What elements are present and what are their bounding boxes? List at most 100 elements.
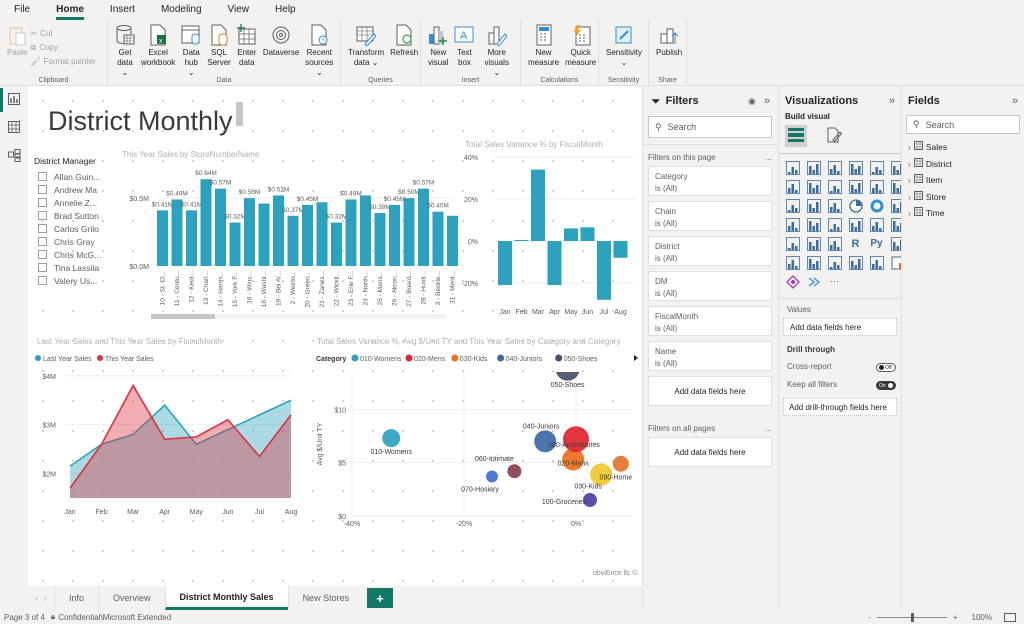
funnel-icon[interactable] (806, 198, 821, 213)
tab-info[interactable]: Info (54, 586, 98, 610)
field-table[interactable]: › Item (908, 172, 1024, 189)
menu-insert[interactable]: Insert (109, 4, 135, 15)
more-options-icon[interactable]: ... (765, 153, 772, 162)
slicer-item[interactable]: Valery Us... (38, 274, 101, 287)
model-view-button[interactable] (0, 142, 28, 170)
sensitivity-label[interactable]: Confidential\Microsoft Extended (58, 612, 172, 622)
fields-search-input[interactable]: ⚲ Search (906, 115, 1020, 134)
collapse-visualizations-icon[interactable]: » (888, 95, 895, 107)
clustered-column-icon[interactable] (848, 160, 863, 175)
slicer-item[interactable]: Brad Sutton (38, 209, 101, 222)
slicer-icon[interactable] (785, 236, 800, 251)
table-icon[interactable] (806, 236, 821, 251)
transform-data-button[interactable]: Transform data ⌄ (345, 22, 387, 86)
donut-icon[interactable] (869, 198, 884, 213)
collapse-fields-icon[interactable]: » (1011, 95, 1018, 107)
checkbox[interactable] (38, 172, 47, 181)
checkbox[interactable] (38, 263, 47, 272)
slicer-item[interactable]: Annelie Z... (38, 196, 101, 209)
scatter-icon[interactable] (827, 198, 842, 213)
filter-card[interactable]: Chain is (All) (648, 201, 772, 231)
slicer-item[interactable]: Andrew Ma (38, 183, 101, 196)
paginated-icon[interactable] (869, 255, 884, 270)
field-table[interactable]: › District (908, 156, 1024, 173)
more-options-icon[interactable]: ... (765, 424, 772, 433)
menu-view[interactable]: View (227, 4, 250, 15)
tab-overview[interactable]: Overview (98, 586, 165, 610)
fit-to-page-icon[interactable] (1004, 612, 1016, 622)
chevron-right-icon[interactable]: › (908, 158, 911, 169)
report-view-button[interactable] (0, 86, 28, 114)
excel-workbook-button[interactable]: x Excel workbook (138, 22, 178, 86)
sql-server-button[interactable]: SQL Server (204, 22, 234, 86)
values-drop-zone[interactable]: Add data fields here (783, 318, 897, 336)
decomposition-tree-icon[interactable] (785, 255, 800, 270)
filter-card[interactable]: Category is (All) (648, 166, 772, 196)
stacked-area-icon[interactable] (827, 179, 842, 194)
page-nav[interactable]: ‹ › (28, 586, 54, 610)
smart-narrative-icon[interactable] (827, 255, 842, 270)
checkbox[interactable] (38, 185, 47, 194)
field-table[interactable]: › Sales (908, 139, 1024, 156)
map-icon[interactable] (785, 217, 800, 232)
menu-modeling[interactable]: Modeling (160, 4, 202, 15)
chevron-right-icon[interactable]: › (908, 191, 911, 202)
get-data-button[interactable]: Get data ⌄ (112, 22, 138, 86)
build-visual-tab[interactable] (785, 125, 807, 147)
card-icon[interactable] (848, 217, 863, 232)
100-bar-icon[interactable] (869, 160, 884, 175)
dataverse-button[interactable]: Dataverse (260, 22, 302, 86)
line-column-icon[interactable] (848, 179, 863, 194)
checkbox[interactable] (38, 211, 47, 220)
recent-sources-button[interactable]: Recent sources ⌄ (302, 22, 336, 86)
cross-report-toggle[interactable]: Off (876, 363, 896, 372)
chevron-right-icon[interactable]: › (44, 593, 47, 603)
tab-district-monthly-sales[interactable]: District Monthly Sales (164, 586, 288, 610)
more-visuals-button[interactable]: More visuals ⌄ (477, 22, 516, 86)
power-bi-goals-icon[interactable] (806, 274, 821, 289)
filter-card[interactable]: Name is (All) (648, 341, 772, 371)
category-scatter-chart[interactable]: Category 010-Womens 020-Mens 030-Kids 040-Ju… (312, 348, 642, 528)
checkbox[interactable] (38, 276, 47, 285)
chevron-left-icon[interactable]: ‹ (35, 593, 38, 603)
text-scrollbar[interactable] (236, 102, 243, 126)
clustered-bar-icon[interactable] (827, 160, 842, 175)
sensitivity-button[interactable]: Sensitivity ⌄ (603, 22, 645, 86)
menu-file[interactable]: File (14, 4, 31, 15)
more-icon[interactable]: ··· (829, 276, 840, 287)
waterfall-icon[interactable] (785, 198, 800, 213)
checkbox[interactable] (38, 224, 47, 233)
refresh-button[interactable]: Refresh (387, 22, 421, 86)
zoom-slider-thumb[interactable] (910, 612, 914, 622)
stacked-bar-icon[interactable] (785, 160, 800, 175)
cut-button[interactable]: ✂ Cut (30, 27, 95, 41)
text-box-button[interactable]: A Text box (451, 22, 477, 86)
area-icon[interactable] (806, 179, 821, 194)
chevron-right-icon[interactable]: › (908, 175, 911, 185)
filters-search-input[interactable]: ⚲ Search (648, 116, 772, 138)
format-visual-tab[interactable] (823, 125, 845, 147)
gauge-icon[interactable] (827, 217, 842, 232)
chevron-right-icon[interactable]: › (908, 208, 911, 218)
new-visual-button[interactable]: New visual (425, 22, 451, 86)
format-painter-button[interactable]: 🖌 Format painter (30, 55, 95, 69)
copy-button[interactable]: ⧉ Copy (30, 41, 95, 55)
power-apps-icon[interactable] (785, 274, 800, 289)
line-icon[interactable] (785, 179, 800, 194)
checkbox[interactable] (38, 237, 47, 246)
filter-card[interactable]: DM is (All) (648, 271, 772, 301)
publish-button[interactable]: Publish (653, 22, 685, 86)
slicer-item[interactable]: Carlos Grilo (38, 222, 101, 235)
filter-card[interactable]: FiscalMonth is (All) (648, 306, 772, 336)
zoom-out-button[interactable]: - (868, 612, 871, 622)
menu-help[interactable]: Help (275, 4, 296, 15)
multi-row-card-icon[interactable] (869, 217, 884, 232)
sales-area-chart[interactable]: Last Year Sales This Year Sales $2M $3M $4M J… (32, 348, 307, 523)
metrics-icon[interactable] (848, 255, 863, 270)
data-view-button[interactable] (0, 114, 28, 142)
line-clustered-icon[interactable] (869, 179, 884, 194)
matrix-icon[interactable] (827, 236, 842, 251)
slicer-item[interactable]: Chris McG... (38, 248, 101, 261)
field-table[interactable]: › Store (908, 189, 1024, 206)
